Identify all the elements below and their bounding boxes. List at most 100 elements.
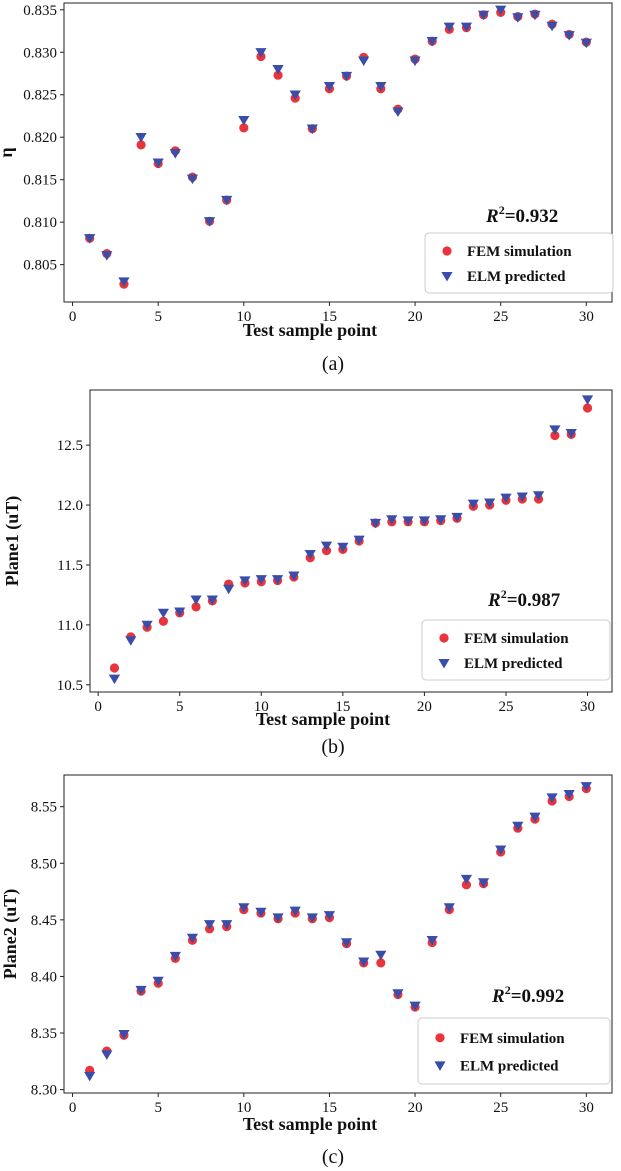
fem-point	[582, 403, 593, 413]
elm-point	[135, 985, 147, 996]
elm-point	[426, 37, 438, 47]
fem-point	[273, 70, 283, 80]
elm-point	[157, 608, 170, 619]
elm-point	[238, 116, 250, 126]
elm-point	[306, 913, 318, 923]
x-tick-label: 5	[154, 309, 162, 325]
legend-fem-label: FEM simulation	[460, 1031, 565, 1047]
elm-point	[386, 515, 398, 525]
elm-point	[426, 936, 438, 946]
legend-fem-marker	[435, 1033, 445, 1043]
y-tick-label: 8.55	[31, 800, 57, 816]
elm-point	[84, 234, 96, 244]
elm-point	[460, 874, 473, 885]
elm-point	[289, 90, 301, 101]
elm-point	[375, 950, 387, 961]
elm-point	[141, 620, 153, 631]
elm-point	[323, 911, 336, 921]
elm-point	[221, 195, 233, 206]
y-tick-label: 8.30	[31, 1083, 57, 1099]
legend-elm-label: ELM predicted	[464, 656, 563, 672]
y-tick-label: 8.50	[31, 856, 57, 872]
legend: FEM simulation ELM predicted	[421, 619, 611, 681]
legend-fem-label: FEM simulation	[467, 244, 572, 260]
x-tick-label: 20	[417, 699, 432, 715]
elm-point	[516, 492, 528, 502]
x-axis-label: Test sample point	[243, 1114, 377, 1134]
elm-point	[223, 584, 235, 595]
x-tick-label: 10	[236, 1100, 251, 1116]
y-tick-label: 0.825	[23, 88, 57, 104]
elm-point	[532, 491, 545, 501]
x-tick-label: 25	[498, 699, 513, 715]
x-tick-label: 25	[493, 1100, 508, 1116]
x-tick-label: 15	[322, 309, 337, 325]
legend-elm-marker	[434, 1061, 446, 1071]
elm-point	[101, 1050, 113, 1060]
elm-point	[206, 595, 218, 606]
x-tick-label: 0	[69, 309, 77, 325]
legend-elm-marker	[441, 272, 453, 282]
elm-point	[186, 933, 199, 944]
y-tick-label: 0.810	[23, 215, 57, 231]
x-tick-label: 30	[579, 1100, 594, 1116]
y-tick-label: 0.820	[23, 130, 57, 146]
elm-point	[320, 541, 333, 552]
fem-point	[550, 430, 560, 441]
y-tick-label: 0.835	[23, 3, 57, 19]
legend-elm-label: ELM predicted	[460, 1059, 559, 1075]
elm-point	[369, 518, 382, 529]
elm-point	[409, 1001, 421, 1012]
elm-point	[477, 10, 490, 21]
y-axis-label: Plane1 (uT)	[2, 496, 23, 587]
elm-point	[255, 48, 267, 58]
legend-fem-marker	[442, 246, 452, 256]
elm-point	[580, 782, 592, 792]
elm-point	[495, 5, 507, 16]
elm-point	[477, 878, 490, 888]
x-tick-label: 0	[94, 699, 102, 715]
fem-point	[191, 602, 201, 612]
chart-a: 0 5 10 15 20 25 30 0.805 0.810 0.815 0.820 0.825 0.8…	[0, 2, 614, 375]
legend-box	[421, 619, 611, 681]
elm-point	[271, 575, 284, 585]
legend-fem-label: FEM simulation	[464, 631, 569, 647]
x-tick-label: 0	[69, 1100, 77, 1116]
elm-point	[169, 149, 181, 159]
r2-annotation: R2=0.992	[491, 983, 564, 1007]
elm-point	[581, 395, 594, 405]
legend-elm-marker	[438, 659, 450, 669]
r2-annotation: R2=0.987	[487, 587, 561, 611]
chart-b: 0 5 10 15 20 25 30 10.5 11.0 11.5 12.0 12.5 Test sam…	[2, 389, 613, 758]
elm-point	[546, 793, 558, 803]
elm-point	[125, 636, 137, 646]
subfigure-caption: (a)	[322, 353, 344, 375]
fem-point	[239, 123, 249, 133]
y-tick-label: 12.0	[57, 498, 83, 514]
y-tick-label: 8.40	[31, 969, 57, 985]
x-tick-label: 5	[176, 699, 184, 715]
x-tick-label: 5	[154, 1100, 162, 1116]
elm-point	[435, 515, 447, 525]
y-tick-label: 11.5	[57, 558, 83, 574]
x-tick-label: 10	[254, 699, 269, 715]
elm-point	[238, 903, 250, 913]
elm-point	[304, 549, 316, 560]
legend: FEM simulation ELM predicted	[417, 1017, 611, 1085]
x-tick-label: 20	[408, 309, 423, 325]
plot-frame	[63, 774, 613, 1094]
elm-point	[402, 516, 414, 526]
fem-point	[376, 958, 386, 968]
fem-point	[461, 880, 472, 890]
elm-point	[255, 907, 267, 918]
fem-point	[136, 140, 146, 150]
elm-point	[135, 133, 147, 143]
elm-point	[272, 65, 284, 75]
x-axis-label: Test sample point	[256, 709, 390, 729]
plot-frame	[63, 2, 613, 303]
elm-point	[563, 790, 575, 800]
elm-point	[190, 595, 202, 606]
elm-point	[288, 571, 300, 582]
legend: FEM simulation ELM predicted	[424, 232, 614, 294]
